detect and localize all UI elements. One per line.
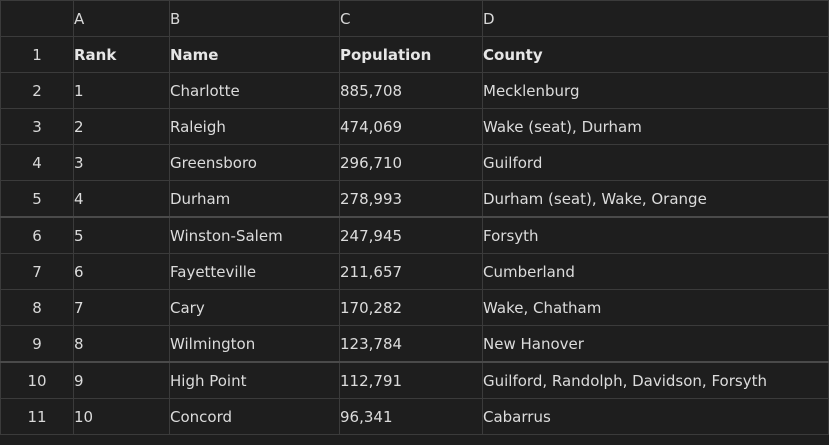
table-row: 3 2 Raleigh 474,069 Wake (seat), Durham — [0, 108, 829, 145]
cell[interactable]: Forsyth — [482, 216, 829, 254]
table-row: 4 3 Greensboro 296,710 Guilford — [0, 144, 829, 181]
cell[interactable]: Greensboro — [169, 144, 340, 181]
cell[interactable]: Rank — [73, 36, 170, 73]
cell[interactable]: Raleigh — [169, 108, 340, 145]
cell[interactable]: 112,791 — [339, 361, 483, 399]
table-row: 5 4 Durham 278,993 Durham (seat), Wake, … — [0, 180, 829, 218]
cell[interactable]: 4 — [73, 180, 170, 218]
cell[interactable]: 10 — [73, 398, 170, 435]
column-header-d[interactable]: D — [482, 0, 829, 37]
cell[interactable]: Wake, Chatham — [482, 289, 829, 326]
cell[interactable]: Cumberland — [482, 253, 829, 290]
column-header-b[interactable]: B — [169, 0, 340, 37]
row-header[interactable]: 4 — [0, 144, 74, 181]
cell[interactable]: 1 — [73, 72, 170, 109]
table-row: 1 Rank Name Population County — [0, 36, 829, 73]
cell[interactable]: 296,710 — [339, 144, 483, 181]
cell[interactable]: Fayetteville — [169, 253, 340, 290]
row-header[interactable]: 6 — [0, 216, 74, 254]
cell[interactable]: 474,069 — [339, 108, 483, 145]
select-all-corner[interactable] — [0, 0, 74, 37]
cell[interactable]: High Point — [169, 361, 340, 399]
table-row: 2 1 Charlotte 885,708 Mecklenburg — [0, 72, 829, 109]
cell[interactable]: Durham (seat), Wake, Orange — [482, 180, 829, 218]
row-header[interactable]: 10 — [0, 361, 74, 399]
cell[interactable]: 96,341 — [339, 398, 483, 435]
cell[interactable]: Winston-Salem — [169, 216, 340, 254]
table-row: 9 8 Wilmington 123,784 New Hanover — [0, 325, 829, 363]
column-header-c[interactable]: C — [339, 0, 483, 37]
row-header[interactable]: 5 — [0, 180, 74, 218]
row-header[interactable]: 1 — [0, 36, 74, 73]
row-header[interactable]: 7 — [0, 253, 74, 290]
cell[interactable]: County — [482, 36, 829, 73]
column-header-row: A B C D — [0, 0, 829, 37]
cell[interactable]: 8 — [73, 325, 170, 363]
cell[interactable]: 6 — [73, 253, 170, 290]
table-row: 10 9 High Point 112,791 Guilford, Randol… — [0, 361, 829, 399]
cell[interactable]: 885,708 — [339, 72, 483, 109]
cell[interactable]: 5 — [73, 216, 170, 254]
cell[interactable]: 7 — [73, 289, 170, 326]
row-header[interactable]: 3 — [0, 108, 74, 145]
spreadsheet-grid: A B C D 1 Rank Name Population County 2 … — [0, 0, 829, 435]
cell[interactable]: 278,993 — [339, 180, 483, 218]
cell[interactable]: Concord — [169, 398, 340, 435]
cell[interactable]: Population — [339, 36, 483, 73]
row-header[interactable]: 9 — [0, 325, 74, 363]
cell[interactable]: New Hanover — [482, 325, 829, 363]
cell[interactable]: 2 — [73, 108, 170, 145]
table-row: 7 6 Fayetteville 211,657 Cumberland — [0, 253, 829, 290]
cell[interactable]: Guilford, Randolph, Davidson, Forsyth — [482, 361, 829, 399]
table-row: 11 10 Concord 96,341 Cabarrus — [0, 398, 829, 435]
cell[interactable]: Cabarrus — [482, 398, 829, 435]
row-header[interactable]: 2 — [0, 72, 74, 109]
cell[interactable]: Guilford — [482, 144, 829, 181]
cell[interactable]: 9 — [73, 361, 170, 399]
cell[interactable]: 170,282 — [339, 289, 483, 326]
cell[interactable]: Mecklenburg — [482, 72, 829, 109]
row-header[interactable]: 8 — [0, 289, 74, 326]
table-row: 6 5 Winston-Salem 247,945 Forsyth — [0, 216, 829, 254]
cell[interactable]: 3 — [73, 144, 170, 181]
cell[interactable]: 211,657 — [339, 253, 483, 290]
cell[interactable]: Wake (seat), Durham — [482, 108, 829, 145]
cell[interactable]: Name — [169, 36, 340, 73]
cell[interactable]: Wilmington — [169, 325, 340, 363]
cell[interactable]: Durham — [169, 180, 340, 218]
column-header-a[interactable]: A — [73, 0, 170, 37]
cell[interactable]: Charlotte — [169, 72, 340, 109]
cell[interactable]: Cary — [169, 289, 340, 326]
cell[interactable]: 247,945 — [339, 216, 483, 254]
row-header[interactable]: 11 — [0, 398, 74, 435]
table-row: 8 7 Cary 170,282 Wake, Chatham — [0, 289, 829, 326]
cell[interactable]: 123,784 — [339, 325, 483, 363]
